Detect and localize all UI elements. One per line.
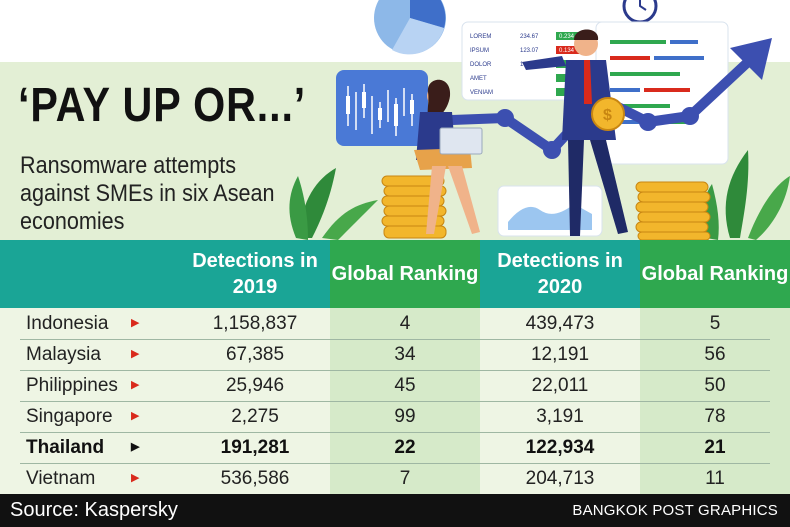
ranking-2019-cell: 4 xyxy=(399,313,411,334)
page-title: ‘PAY UP OR...’ xyxy=(18,79,307,132)
ticker-change: 0.134 xyxy=(559,48,575,54)
ticker-change-badge xyxy=(556,46,586,54)
ranking-2019-cell: 7 xyxy=(399,468,411,489)
ranking-2020-cell: 50 xyxy=(704,375,726,396)
country-cell: Thailand xyxy=(26,437,105,458)
ranking-2019-cell: 45 xyxy=(394,375,416,396)
ranking-2020-cell: 21 xyxy=(704,437,726,458)
plant-left xyxy=(289,168,378,240)
arrow-icon: ▶ xyxy=(131,410,140,422)
table-row: Philippines ▶ 25,946 45 22,011 50 xyxy=(0,370,790,401)
arrow-icon: ▶ xyxy=(131,317,140,329)
table-row: Thailand ▶ 191,281 22 122,934 21 xyxy=(0,432,790,463)
business-illustration: LOREM234.670.234IPSUM123.070.134DOLOR145… xyxy=(289,0,790,240)
row-divider xyxy=(20,339,770,340)
ticker-value: 123.07 xyxy=(520,48,539,54)
ranking-2020-cell: 78 xyxy=(704,406,726,427)
candlestick-board xyxy=(336,70,428,146)
footer-bar: Source: Kaspersky BANGKOK POST GRAPHICS xyxy=(0,494,790,527)
header-detections-2019: Detections in 2019 xyxy=(180,240,330,308)
detections-2019-cell: 25,946 xyxy=(225,375,285,396)
header-ranking-2019: Global Ranking xyxy=(330,240,480,308)
ranking-2020-cell: 5 xyxy=(709,313,721,334)
ranking-2019-cell: 22 xyxy=(394,437,416,458)
detections-2019-cell: 191,281 xyxy=(220,437,290,458)
ranking-2020-cell: 56 xyxy=(704,344,726,365)
row-divider xyxy=(20,370,770,371)
header-country-blank xyxy=(0,240,180,308)
woman-with-laptop-figure xyxy=(414,79,483,234)
detections-2019-cell: 2,275 xyxy=(231,406,279,427)
ranking-2020-cell: 11 xyxy=(705,468,725,489)
header-ranking-2020: Global Ranking xyxy=(640,240,790,308)
table-row: Indonesia ▶ 1,158,837 4 439,473 5 xyxy=(0,308,790,339)
detections-2020-cell: 12,191 xyxy=(530,344,590,365)
area-chart-card xyxy=(497,185,603,237)
clock-icon xyxy=(622,0,658,24)
row-divider xyxy=(20,401,770,402)
header-panel: LOREM234.670.234IPSUM123.070.134DOLOR145… xyxy=(0,0,790,240)
table-row: Singapore ▶ 2,275 99 3,191 78 xyxy=(0,401,790,432)
ticker-name: DOLOR xyxy=(470,62,492,68)
detections-2019-cell: 1,158,837 xyxy=(212,313,298,334)
pie-chart-icon xyxy=(374,0,446,55)
source-label: Source: Kaspersky xyxy=(10,499,178,521)
ranking-2019-cell: 34 xyxy=(394,344,416,365)
arrow-icon: ▶ xyxy=(131,348,140,360)
credit-label: BANGKOK POST GRAPHICS xyxy=(572,502,778,519)
country-cell: Malaysia xyxy=(26,344,101,365)
table-row: Malaysia ▶ 67,385 34 12,191 56 xyxy=(0,339,790,370)
ticker-name: AMET xyxy=(470,76,487,82)
page-subtitle: Ransomware attempts against SMEs in six … xyxy=(20,152,275,235)
ticker-name: VENIAM xyxy=(470,90,493,96)
ticker-value: 234.67 xyxy=(520,34,539,40)
ticker-name: LOREM xyxy=(470,34,491,40)
ticker-change: 0.234 xyxy=(559,34,575,40)
arrow-icon: ▶ xyxy=(131,379,140,391)
detections-2020-cell: 122,934 xyxy=(525,437,595,458)
detections-2020-cell: 204,713 xyxy=(525,468,595,489)
country-cell: Indonesia xyxy=(26,313,109,334)
table-row: Vietnam ▶ 536,586 7 204,713 11 xyxy=(0,463,790,494)
detections-2019-cell: 67,385 xyxy=(225,344,285,365)
svg-text:$: $ xyxy=(603,107,612,124)
coin-stack-right xyxy=(635,181,711,240)
detections-2019-cell: 536,586 xyxy=(220,468,290,489)
detections-2020-cell: 439,473 xyxy=(525,313,595,334)
header-detections-2020: Detections in 2020 xyxy=(480,240,640,308)
country-cell: Philippines xyxy=(26,375,118,396)
detections-2020-cell: 22,011 xyxy=(531,375,589,396)
arrow-icon: ▶ xyxy=(131,441,140,453)
table-header: Detections in 2019 Global Ranking Detect… xyxy=(0,240,790,308)
country-cell: Vietnam xyxy=(26,468,96,489)
ticker-change-badge xyxy=(556,32,586,40)
ranking-2019-cell: 99 xyxy=(394,406,416,427)
row-divider xyxy=(20,432,770,433)
row-divider xyxy=(20,463,770,464)
businessman-figure: $ xyxy=(522,29,628,236)
detections-2020-cell: 3,191 xyxy=(536,406,584,427)
arrow-icon: ▶ xyxy=(131,472,140,484)
country-cell: Singapore xyxy=(26,406,113,427)
line-chart-panel xyxy=(595,21,729,165)
ticker-name: IPSUM xyxy=(470,48,489,54)
table-body: Indonesia ▶ 1,158,837 4 439,473 5 Malaysia ▶ 67,… xyxy=(0,308,790,494)
